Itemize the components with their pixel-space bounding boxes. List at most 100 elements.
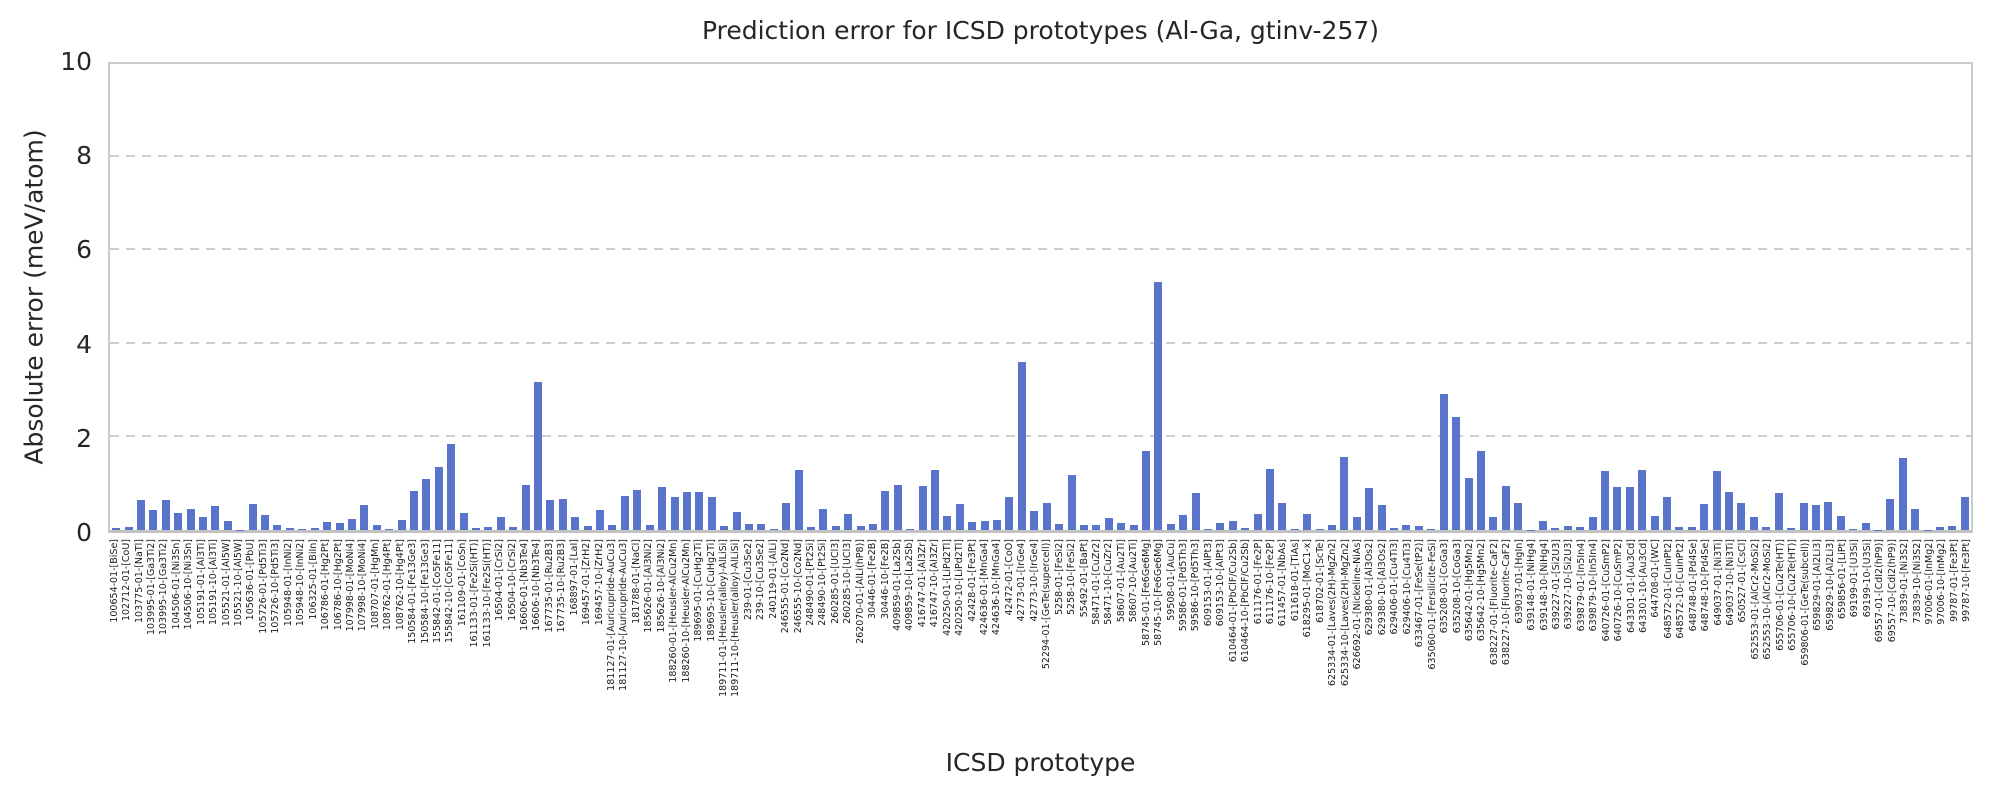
bar: [149, 510, 158, 530]
bar: [546, 500, 555, 530]
bar: [434, 466, 443, 530]
y-tick-label: 2: [76, 423, 92, 453]
bar: [1898, 457, 1907, 530]
bar: [1352, 517, 1361, 530]
bar: [1650, 516, 1659, 530]
bar: [1935, 526, 1944, 530]
bar: [174, 513, 183, 530]
bar: [1675, 526, 1684, 530]
bar: [1228, 520, 1237, 530]
bar: [471, 528, 480, 530]
bar: [248, 504, 257, 530]
bar: [806, 526, 815, 530]
gridline-2: [110, 434, 1971, 437]
bar: [1824, 501, 1833, 530]
bar: [1315, 528, 1324, 530]
bar: [844, 513, 853, 530]
bar: [893, 484, 902, 530]
y-tick-label: 4: [76, 329, 92, 359]
bar: [1005, 496, 1014, 530]
bar: [1886, 499, 1895, 530]
bar: [955, 504, 964, 530]
bar: [186, 509, 195, 530]
bar: [1960, 496, 1969, 530]
bar: [1700, 504, 1709, 530]
bar: [1414, 526, 1423, 530]
bar: [1191, 492, 1200, 530]
bar: [1712, 471, 1721, 530]
bar: [534, 382, 543, 530]
bar: [211, 505, 220, 530]
bar: [769, 529, 778, 530]
bar: [335, 523, 344, 530]
bar: [223, 520, 232, 530]
bar: [496, 517, 505, 530]
bar: [1017, 361, 1026, 530]
bar: [385, 529, 394, 530]
bar: [521, 485, 530, 530]
bar: [1141, 450, 1150, 530]
gridline-6: [110, 248, 1971, 251]
bar: [608, 524, 617, 530]
bar: [1538, 521, 1547, 530]
bar: [633, 490, 642, 530]
y-axis-title: Absolute error (meV/atom): [19, 129, 49, 465]
bar: [1340, 457, 1349, 530]
bar: [918, 485, 927, 530]
bar: [1266, 469, 1275, 530]
x-axis-title: ICSD prototype: [945, 748, 1136, 777]
bar: [124, 527, 133, 530]
bar: [794, 470, 803, 530]
bar: [1203, 529, 1212, 530]
bar: [931, 470, 940, 530]
bar: [298, 528, 307, 530]
bar: [1117, 523, 1126, 530]
bar: [1762, 527, 1771, 530]
bar: [360, 505, 369, 530]
bar: [1253, 513, 1262, 530]
bar: [372, 524, 381, 530]
bar: [645, 524, 654, 530]
bar: [1464, 478, 1473, 530]
bar: [347, 518, 356, 530]
bar: [1588, 516, 1597, 530]
bar: [112, 528, 121, 530]
bar: [1563, 526, 1572, 530]
bar: [757, 524, 766, 530]
bar: [1030, 511, 1039, 530]
bar: [199, 516, 208, 530]
bar: [1241, 527, 1250, 530]
bar: [695, 491, 704, 530]
plot-area: [108, 62, 1973, 533]
bar: [1216, 522, 1225, 530]
bar: [137, 499, 146, 530]
bar: [1278, 503, 1287, 530]
bar: [943, 516, 952, 530]
bar: [422, 478, 431, 530]
bar: [1042, 502, 1051, 530]
bar: [583, 526, 592, 530]
bar: [707, 497, 716, 530]
bar: [1787, 528, 1796, 530]
bar: [1849, 529, 1858, 530]
bar: [558, 498, 567, 530]
bar: [1799, 503, 1808, 530]
bar: [732, 512, 741, 530]
bar: [1576, 526, 1585, 530]
bar: [459, 512, 468, 530]
y-tick-label: 10: [60, 47, 92, 76]
bar: [1179, 515, 1188, 530]
bar: [1836, 516, 1845, 530]
bar: [1390, 528, 1399, 530]
bar: [1067, 475, 1076, 530]
bar: [447, 443, 456, 530]
bar: [1501, 486, 1510, 530]
bar: [1402, 525, 1411, 530]
bar: [720, 525, 729, 530]
bar: [409, 491, 418, 530]
bar: [1328, 525, 1337, 530]
bar: [1551, 528, 1560, 530]
bar: [1601, 471, 1609, 530]
bar: [1911, 509, 1920, 530]
